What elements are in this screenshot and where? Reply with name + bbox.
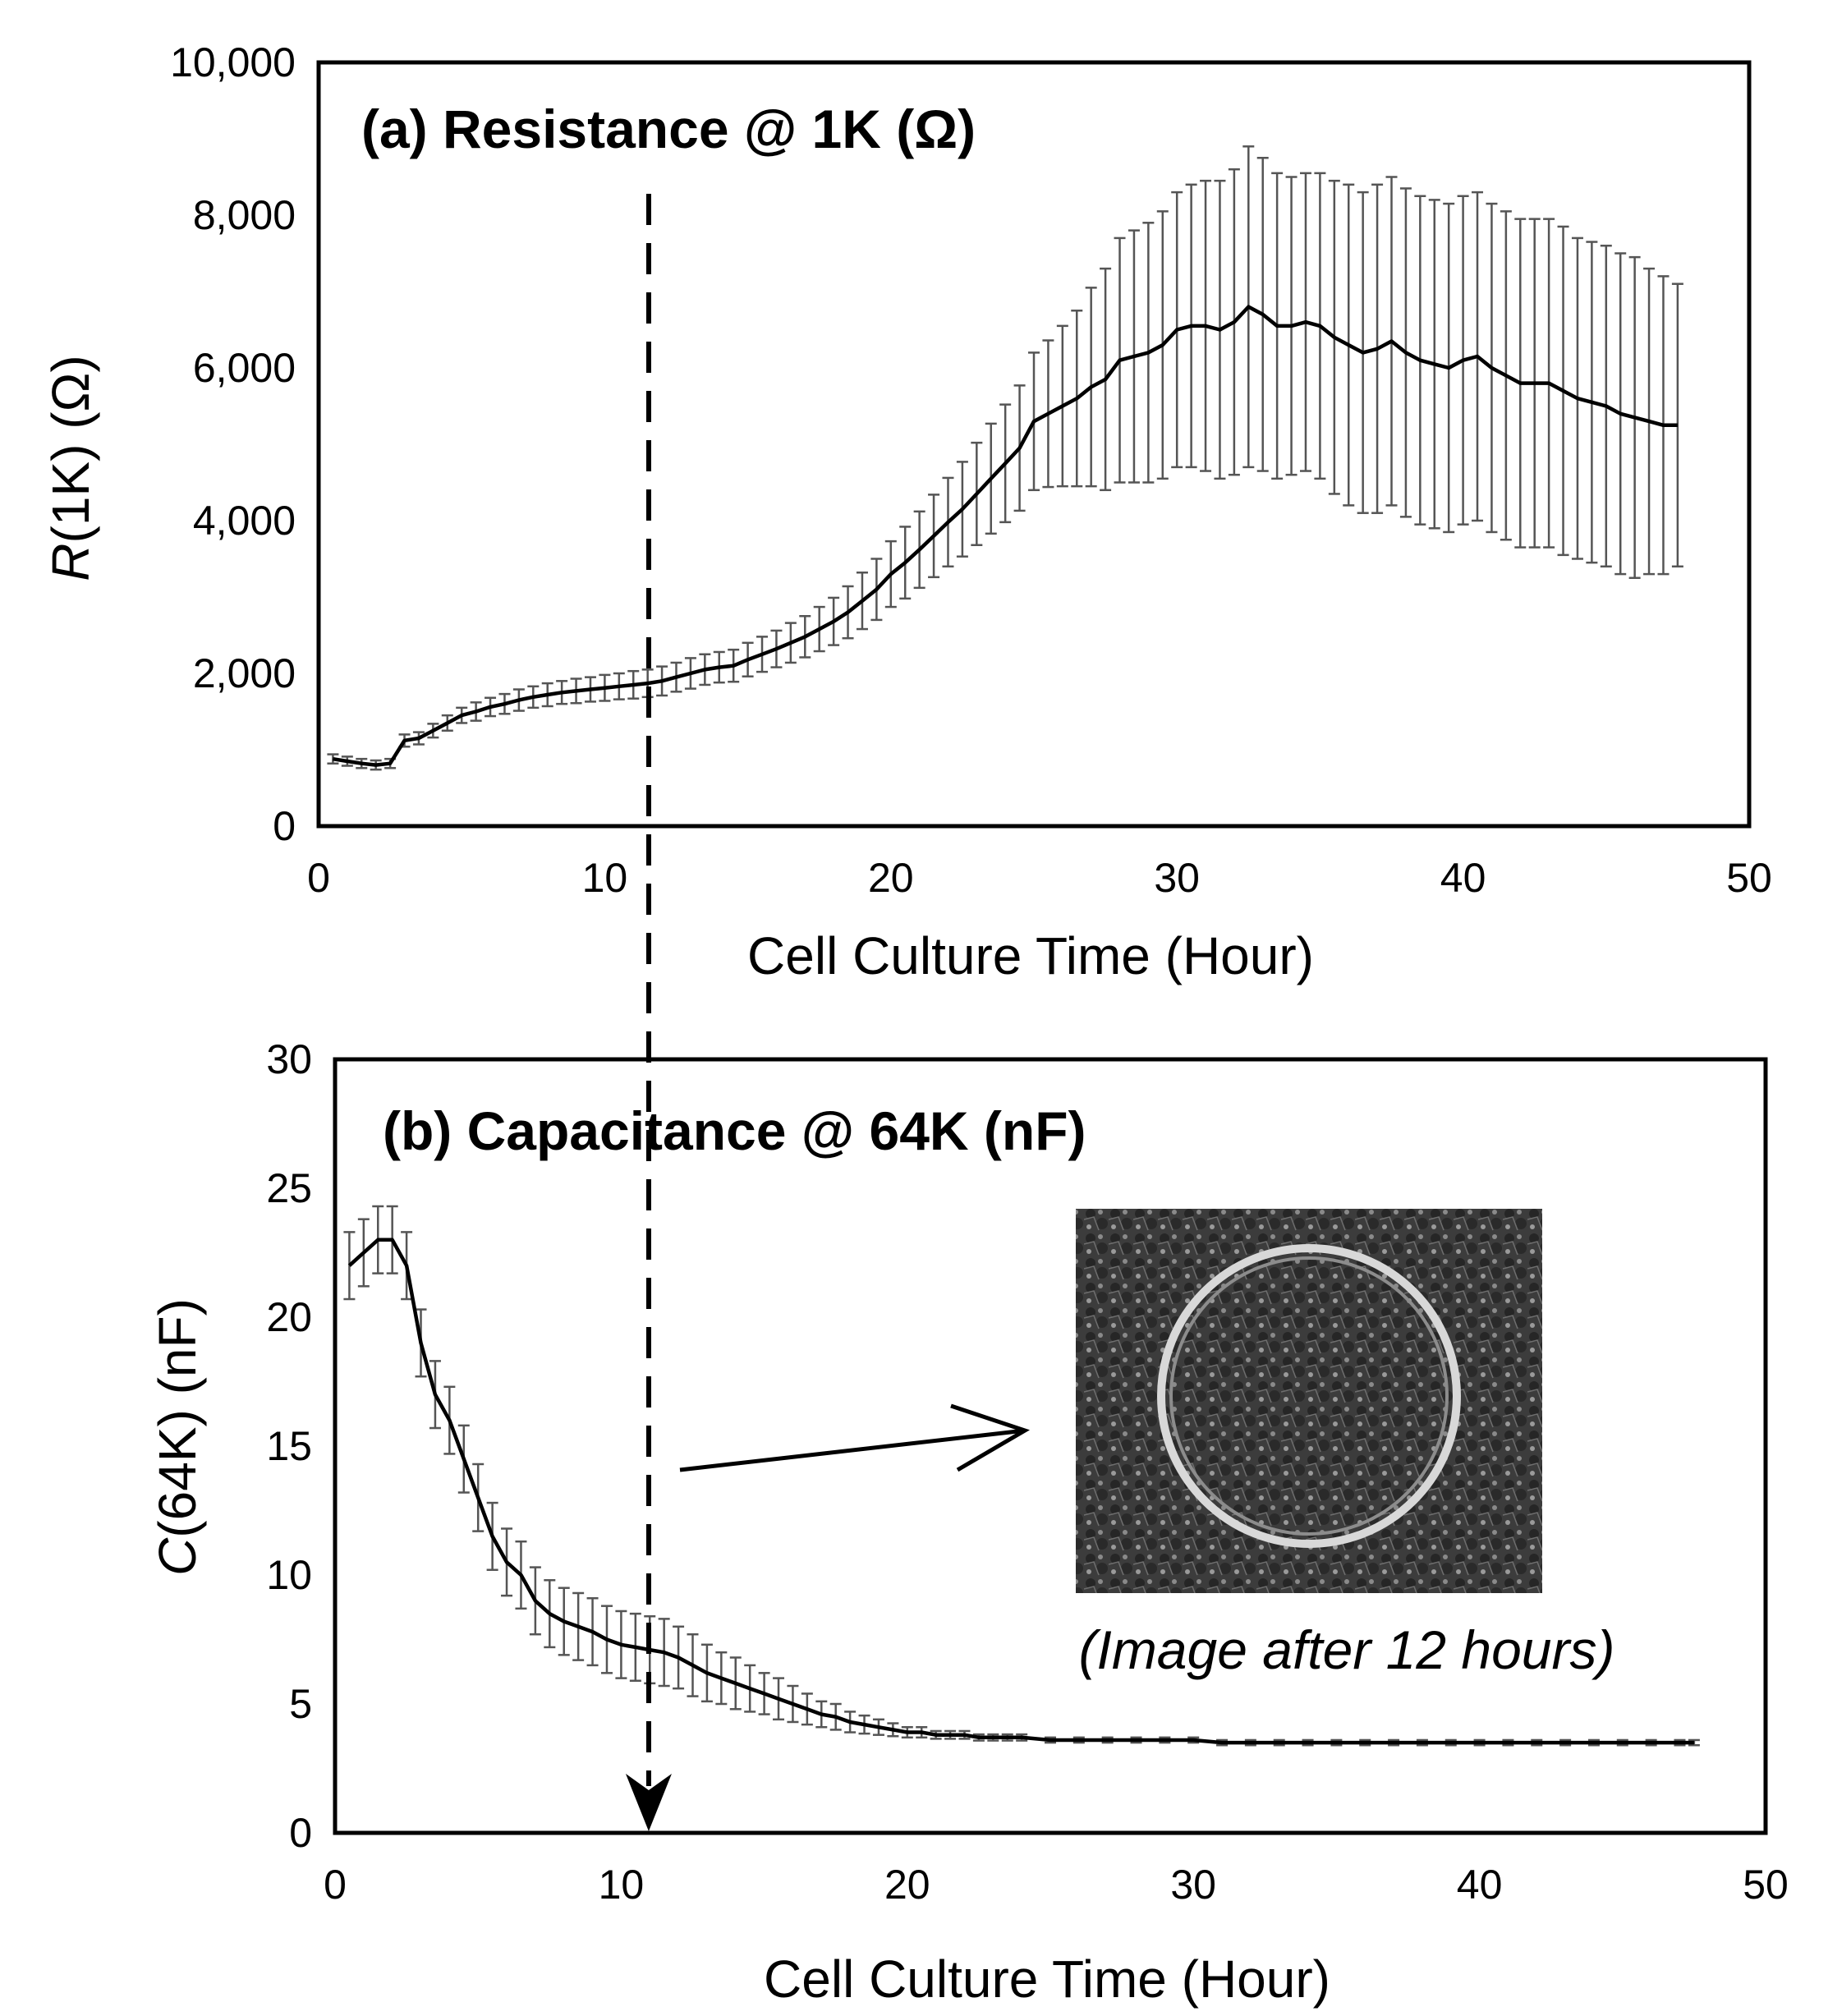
- x-tick-label: 50: [1726, 855, 1772, 901]
- series-line: [333, 305, 1678, 767]
- y-tick-label: 5: [289, 1681, 312, 1727]
- x-tick-label: 40: [1440, 855, 1486, 901]
- y-tick-label: 6,000: [193, 345, 296, 391]
- x-tick-label: 10: [599, 1862, 645, 1908]
- y-axis-label: C(64K) (nF): [148, 1298, 207, 1576]
- y-tick-label: 0: [289, 1810, 312, 1856]
- y-tick-label: 2,000: [193, 650, 296, 696]
- x-tick-label: 20: [868, 855, 914, 901]
- y-tick-label: 4,000: [193, 498, 296, 544]
- y-tick-labels: 0 2,000 4,000 6,000 8,000 10,000: [170, 39, 296, 849]
- chart-title: (b) Capacitance @ 64K (nF): [383, 1100, 1086, 1161]
- time-marker: [625, 194, 672, 1831]
- chart-title: (a) Resistance @ 1K (Ω): [361, 99, 976, 159]
- x-tick-label: 30: [1170, 1862, 1216, 1908]
- plot-frame: [333, 1057, 1768, 1835]
- x-tick-label: 50: [1743, 1862, 1789, 1908]
- x-tick-labels: 0 10 20 30 40 50: [324, 1862, 1789, 1908]
- y-tick-labels: 0 5 10 15 20 25 30: [266, 1036, 312, 1856]
- y-tick-label: 15: [266, 1423, 312, 1469]
- y-tick-label: 10,000: [170, 39, 296, 85]
- y-tick-label: 30: [266, 1036, 312, 1082]
- y-tick-label: 10: [266, 1552, 312, 1598]
- cell-micrograph-image: [1076, 1209, 1542, 1593]
- error-bars: [327, 145, 1683, 771]
- arrow-down-icon: [625, 1774, 672, 1831]
- x-axis-label: Cell Culture Time (Hour): [764, 1949, 1330, 2009]
- x-tick-label: 20: [884, 1862, 930, 1908]
- capacitance-chart: 0 5 10 15 20 25 30 0 10 20 30 40 50 (b) Capacitance…: [148, 1036, 1789, 2009]
- plot-frame: [316, 60, 1752, 829]
- y-tick-label: 25: [266, 1165, 312, 1211]
- x-tick-label: 30: [1154, 855, 1200, 901]
- x-tick-label: 0: [324, 1862, 347, 1908]
- x-tick-label: 10: [582, 855, 628, 901]
- y-axis-label: R(1K) (Ω): [41, 355, 100, 581]
- pointer-arrow: [679, 1403, 1031, 1472]
- x-axis-label: Cell Culture Time (Hour): [747, 926, 1314, 985]
- y-tick-label: 0: [273, 803, 296, 849]
- x-tick-label: 40: [1457, 1862, 1503, 1908]
- image-caption: (Image after 12 hours): [1079, 1619, 1615, 1680]
- x-tick-labels: 0 10 20 30 40 50: [307, 855, 1772, 901]
- series-line: [347, 1238, 1694, 1745]
- y-tick-label: 8,000: [193, 192, 296, 238]
- x-tick-label: 0: [307, 855, 330, 901]
- y-tick-label: 20: [266, 1294, 312, 1340]
